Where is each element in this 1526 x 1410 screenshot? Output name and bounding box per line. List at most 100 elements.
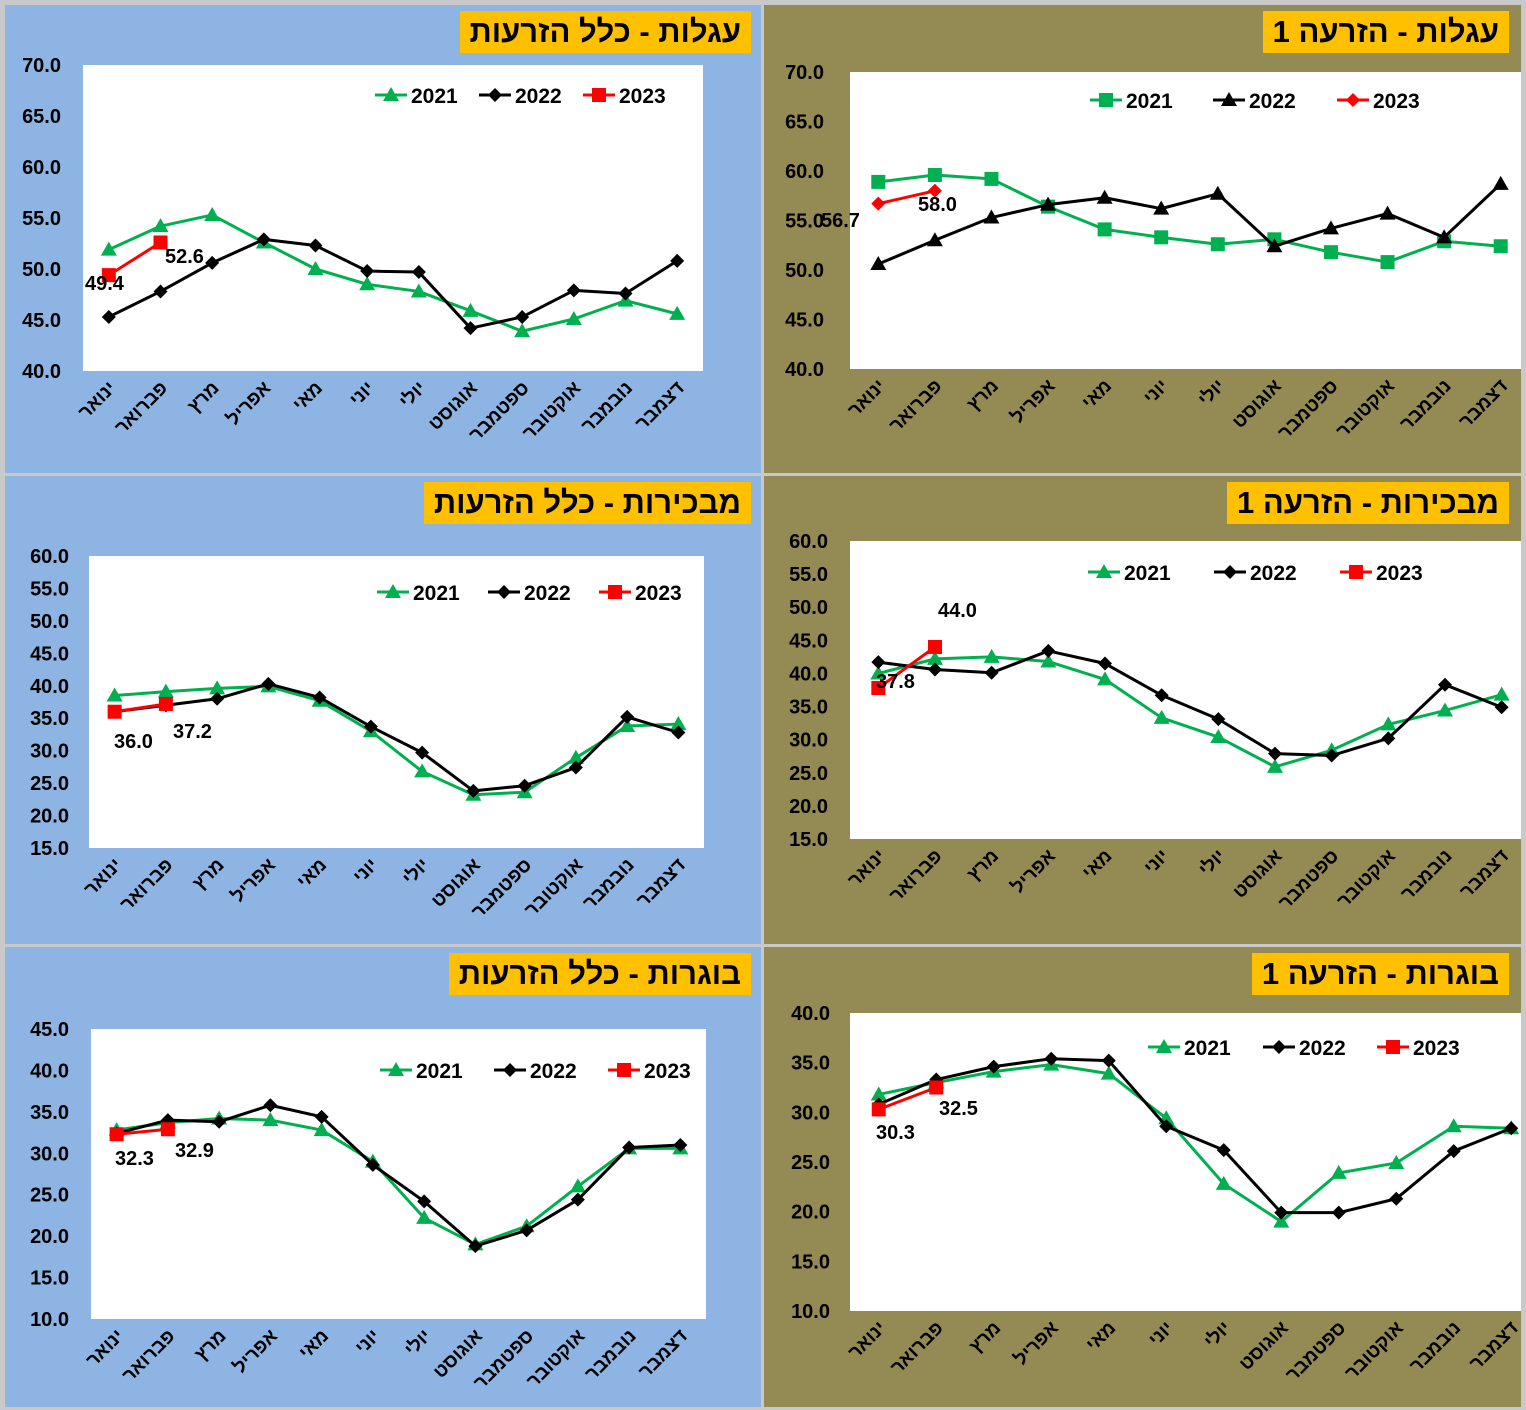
data-point-2022: [256, 232, 271, 247]
legend-marker-2022: [503, 1063, 517, 1077]
data-point-2022: [1492, 175, 1509, 190]
y-tick-label: 30.0: [30, 1143, 69, 1165]
x-tick-label: מרץ: [963, 376, 1003, 416]
legend-label-2023: 2023: [635, 582, 682, 605]
x-tick-label: נובמבר: [1396, 376, 1455, 435]
data-point-2021: [204, 206, 221, 221]
plot-area: [850, 541, 1521, 839]
x-tick-label: אפריל: [230, 1326, 282, 1378]
data-point-2021: [157, 683, 174, 698]
x-tick-label: דצמבר: [1455, 376, 1512, 433]
data-point-2021: [927, 167, 942, 182]
x-tick-label: ינואר: [82, 1326, 128, 1372]
data-point-2022: [1154, 688, 1169, 703]
data-label-2023: 56.7: [821, 210, 860, 232]
x-tick-label: מאי: [295, 1326, 333, 1364]
data-point-2022: [1379, 205, 1396, 220]
data-point-2022: [411, 265, 426, 280]
chart-title: עגלות - כלל הזרעות: [459, 11, 751, 53]
legend-label-2022: 2022: [1250, 562, 1297, 585]
y-tick-label: 30.0: [30, 741, 69, 763]
y-tick-label: 60.0: [30, 546, 69, 568]
line-chart-firstcalf-first: 15.0 20.0 25.0 30.0 35.0 40.0 45.0 50.0 55.0 60.0…: [789, 531, 1521, 914]
series-line-2023: [878, 1086, 937, 1111]
x-tick-label: אוגוסט: [1229, 376, 1286, 433]
data-point-2021: [1323, 245, 1338, 260]
data-point-2022: [463, 321, 478, 336]
y-tick-label: 20.0: [30, 1226, 69, 1248]
x-tick-label: דצמבר: [633, 855, 690, 912]
legend-marker-2021: [1156, 1039, 1172, 1053]
series-line-2023: [114, 702, 167, 714]
x-tick-label: ינואר: [80, 855, 126, 901]
y-tick-label: 35.0: [30, 708, 69, 730]
data-label-2023: 36.0: [114, 731, 153, 753]
x-tick-label: יוני: [352, 1326, 385, 1359]
x-tick-label: ינואר: [844, 846, 890, 892]
data-point-2022: [870, 256, 887, 271]
data-point-2023: [871, 681, 886, 696]
data-point-2022: [620, 709, 635, 724]
data-point-2021: [619, 718, 636, 733]
data-point-2022: [983, 209, 1000, 224]
line-chart-cows-all: 10.0 15.0 20.0 25.0 30.0 35.0 40.0 45.0 ינוארפבר…: [30, 1019, 706, 1394]
data-point-2022: [312, 690, 327, 705]
x-tick-label: יוני: [1145, 1318, 1178, 1351]
legend-label-2021: 2021: [1124, 562, 1171, 585]
series-line-2022: [116, 1103, 681, 1248]
x-tick-label: ינואר: [845, 1318, 891, 1364]
legend-label-2021: 2021: [411, 85, 458, 108]
data-point-2022: [986, 1059, 1001, 1074]
data-point-2021: [359, 276, 376, 291]
legend-marker-2022: [1221, 92, 1237, 106]
chart-title: בוגרות - הזרעה 1: [1251, 953, 1509, 995]
data-point-2021: [1097, 222, 1112, 237]
data-point-2022: [360, 264, 375, 279]
data-point-2021: [410, 283, 427, 298]
data-point-2021: [984, 171, 999, 186]
x-tick-label: מאי: [289, 378, 327, 416]
y-tick-label: 30.0: [791, 1102, 830, 1124]
data-point-2022: [517, 778, 532, 793]
data-point-2023: [871, 196, 886, 211]
data-point-2022: [1216, 1143, 1231, 1158]
panel-calves-first: עגלות - הזרעה 1 40.0 45.0 50.0 55.0 60.0 65.0…: [764, 5, 1521, 473]
data-point-2022: [926, 232, 943, 247]
series-line-2021: [114, 684, 679, 797]
y-tick-label: 40.0: [22, 361, 61, 383]
y-tick-label: 25.0: [30, 773, 69, 795]
legend-label-2023: 2023: [1413, 1037, 1460, 1060]
legend-label-2022: 2022: [1299, 1037, 1346, 1060]
chart-title: עגלות - הזרעה 1: [1262, 11, 1509, 53]
y-tick-label: 25.0: [30, 1185, 69, 1207]
x-tick-label: פברואר: [885, 376, 946, 437]
data-point-2022: [205, 255, 220, 270]
data-point-2022: [1322, 220, 1339, 235]
data-point-2022: [1268, 746, 1282, 761]
x-tick-label: מאי: [293, 855, 331, 893]
y-tick-label: 50.0: [785, 260, 824, 282]
y-tick-label: 25.0: [791, 1152, 830, 1174]
x-tick-label: מרץ: [189, 855, 229, 895]
legend-marker-2021: [388, 1062, 404, 1076]
data-point-2021: [569, 1178, 586, 1193]
legend-marker-2022: [1223, 565, 1237, 579]
y-tick-label: 20.0: [789, 796, 828, 818]
data-point-2022: [515, 309, 530, 324]
series-line-2023: [877, 645, 936, 690]
data-point-2022: [1381, 731, 1396, 746]
x-tick-label: אפריל: [1011, 1318, 1063, 1370]
series-line-2023: [116, 1127, 169, 1136]
x-tick-label: דצמבר: [632, 378, 689, 435]
data-label-2023: 58.0: [918, 194, 957, 216]
plot-area: [83, 65, 703, 371]
y-tick-label: 55.0: [22, 208, 61, 230]
data-point-2023: [109, 1127, 124, 1142]
y-tick-label: 15.0: [791, 1251, 830, 1273]
legend-label-2021: 2021: [413, 582, 460, 605]
data-point-2022: [261, 676, 276, 691]
x-tick-label: דצמבר: [1456, 846, 1513, 903]
series-line-2022: [878, 649, 1503, 758]
